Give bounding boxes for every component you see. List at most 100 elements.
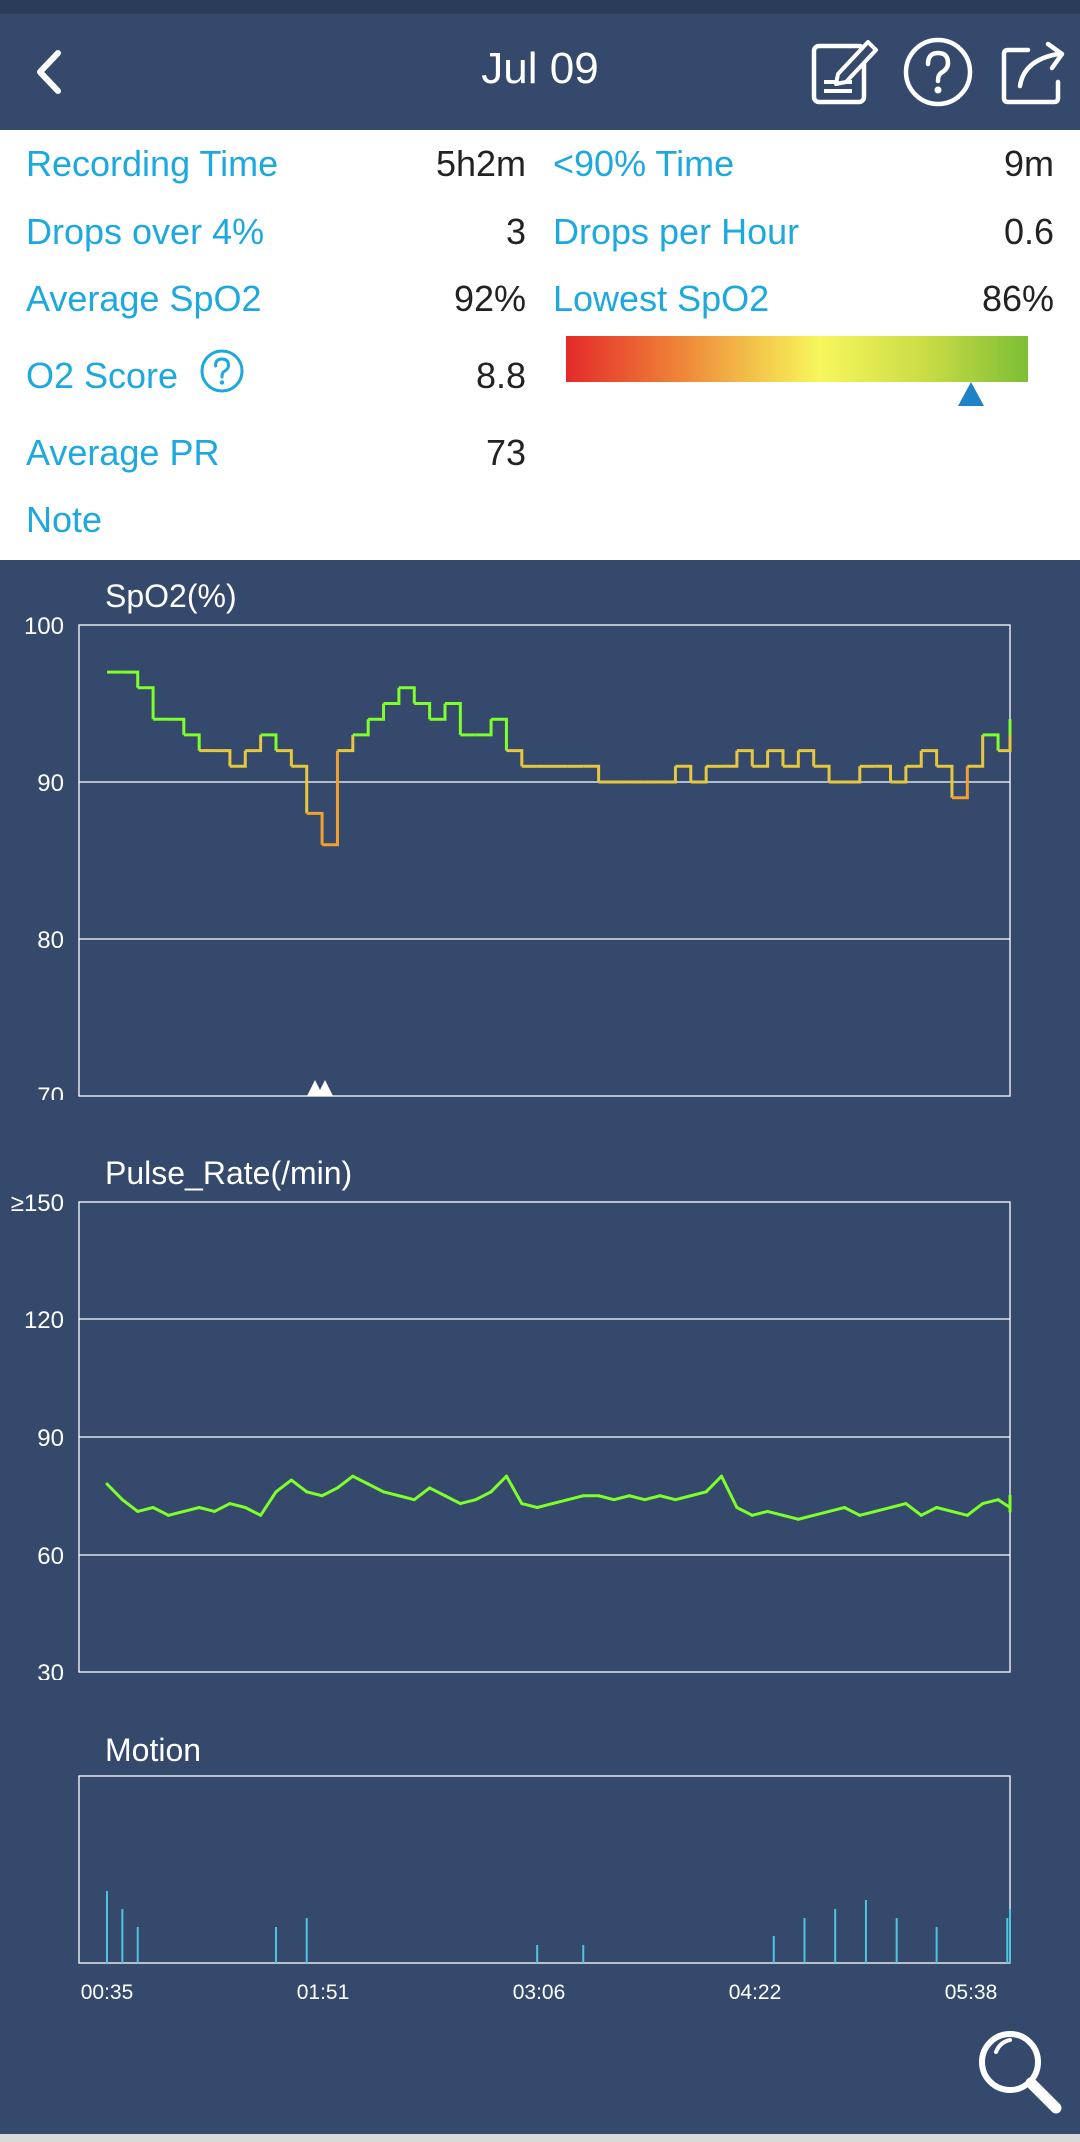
spo2-line-segment — [491, 717, 508, 751]
spo2-y-tick: 100 — [24, 613, 64, 640]
pulse-point — [904, 1502, 908, 1506]
pulse-point — [320, 1494, 324, 1498]
spo2-line-segment — [137, 686, 155, 720]
drops-over-4-value: 3 — [505, 211, 526, 252]
spo2-line-segment — [798, 749, 816, 767]
help-button[interactable] — [902, 36, 974, 108]
pulse-point — [458, 1502, 462, 1506]
o2-score-help-button[interactable] — [200, 349, 244, 393]
pulse-point — [643, 1498, 647, 1502]
spo2-line-segment — [936, 764, 954, 798]
lowest-spo2-label: Lowest SpO2 — [553, 278, 770, 319]
spo2-line-segment — [429, 703, 447, 721]
spo2-y-tick: 80 — [37, 927, 64, 954]
pulse-point — [274, 1490, 278, 1494]
pulse-point — [581, 1494, 585, 1498]
motion-plot-frame — [78, 1775, 1011, 1964]
bottom-strip — [0, 2134, 1080, 2142]
drops-per-hour-label: Drops per Hour — [553, 211, 800, 252]
pulse-line — [105, 1474, 1012, 1521]
spo2-plot-frame — [78, 624, 1011, 1097]
spo2-line-segment — [767, 749, 785, 767]
x-tick-label: 00:35 — [81, 1981, 134, 2004]
page-title: Jul 09 — [481, 44, 599, 93]
spo2-line-segment — [475, 719, 493, 737]
spo2-line-segment — [690, 766, 708, 784]
pulse-point — [566, 1498, 570, 1502]
pulse-point — [382, 1490, 386, 1494]
note-link[interactable]: Note — [26, 499, 103, 540]
spo2-line-segment — [998, 734, 1012, 753]
share-button[interactable] — [998, 36, 1070, 108]
pulse-point — [766, 1509, 770, 1513]
pulse-point — [612, 1498, 616, 1502]
pulse-point — [213, 1509, 217, 1513]
spo2-line-segment — [122, 670, 140, 688]
pulse-point — [489, 1490, 493, 1494]
pulse-point — [842, 1506, 846, 1509]
x-tick-label: 03:06 — [513, 1981, 566, 2004]
spo2-line-segment — [951, 766, 969, 800]
pulse-point — [689, 1494, 693, 1498]
spo2-line-segment — [752, 750, 770, 768]
pulse-point — [335, 1486, 339, 1490]
spo2-line-segment — [905, 750, 923, 768]
spo2-line-segment — [291, 764, 309, 814]
drops-per-hour-value: 0.6 — [1003, 211, 1054, 252]
pulse-point — [827, 1509, 831, 1513]
status-bar — [0, 0, 1080, 14]
pulse-point — [981, 1502, 985, 1506]
spo2-y-tick: 70 — [37, 1083, 64, 1100]
pulse-point — [305, 1490, 309, 1494]
spo2-line-segment — [260, 733, 278, 751]
spo2-line-segment — [245, 734, 263, 753]
spo2-line-segment — [583, 764, 601, 782]
spo2-line-segment — [813, 764, 831, 782]
pulse-point — [796, 1517, 800, 1521]
pulse-point — [228, 1502, 232, 1506]
pulse-point — [166, 1513, 170, 1517]
spo2-line-segment — [214, 749, 232, 767]
pulse-point — [197, 1506, 201, 1509]
o2-score-label: O2 Score — [26, 355, 179, 396]
pulse-rate-chart: ≥150 120 90 60 30 — [11, 1190, 1012, 1680]
pulse-point — [520, 1502, 524, 1506]
zoom-button[interactable] — [974, 2026, 1064, 2116]
pulse-point — [996, 1498, 1000, 1502]
motion-series — [106, 1891, 1011, 1963]
pulse-point — [428, 1486, 432, 1490]
pulse-point — [1008, 1506, 1012, 1509]
back-arrow-icon — [37, 50, 61, 94]
spo2-line-segment — [967, 734, 985, 768]
spo2-line-segment — [275, 749, 293, 767]
spo2-line-segment — [183, 733, 201, 751]
back-button[interactable] — [18, 42, 78, 102]
pulse-series — [105, 1474, 1012, 1521]
drops-over-4-label: Drops over 4% — [26, 211, 265, 252]
spo2-line-segment — [506, 749, 524, 767]
pulse-point — [889, 1506, 893, 1509]
pulse-point — [136, 1509, 140, 1513]
pulse-y-tick: 30 — [37, 1660, 64, 1680]
pulse-point — [704, 1490, 708, 1494]
spo2-line-segment — [982, 733, 1000, 751]
motion-chart-title: Motion — [105, 1732, 202, 1768]
average-spo2-label: Average SpO2 — [26, 278, 262, 319]
spo2-line-segment — [736, 749, 754, 767]
spo2-line-segment — [782, 750, 800, 768]
pulse-point — [535, 1506, 539, 1509]
pulse-point — [366, 1482, 370, 1486]
pulse-point — [474, 1498, 478, 1502]
pulse-point — [259, 1513, 263, 1517]
edit-note-button[interactable] — [808, 36, 880, 108]
pulse-y-tick: ≥150 — [11, 1190, 64, 1217]
o2-score-value: 8.8 — [475, 355, 526, 396]
pulse-chart-title: Pulse_Rate(/min) — [105, 1155, 353, 1191]
pulse-point — [289, 1478, 293, 1482]
spo2-chart-title: SpO2(%) — [105, 578, 237, 614]
pulse-point — [1008, 1494, 1012, 1498]
x-tick-label: 04:22 — [729, 1981, 782, 2004]
app-header: Jul 09 — [0, 14, 1080, 130]
pulse-point — [858, 1513, 862, 1517]
spo2-line-segment — [660, 766, 677, 784]
